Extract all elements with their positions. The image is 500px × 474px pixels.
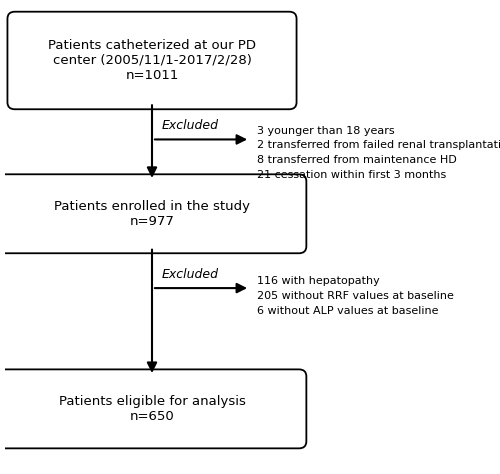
Text: Excluded: Excluded	[162, 268, 219, 281]
Text: 3 younger than 18 years
2 transferred from failed renal transplantation
8 transf: 3 younger than 18 years 2 transferred fr…	[258, 126, 500, 180]
Text: Patients catheterized at our PD
center (2005/11/1-2017/2/28)
n=1011: Patients catheterized at our PD center (…	[48, 39, 256, 82]
Text: Patients eligible for analysis
n=650: Patients eligible for analysis n=650	[58, 395, 246, 423]
FancyBboxPatch shape	[8, 12, 296, 109]
Text: 116 with hepatopathy
205 without RRF values at baseline
6 without ALP values at : 116 with hepatopathy 205 without RRF val…	[258, 276, 454, 316]
FancyBboxPatch shape	[0, 369, 306, 448]
Text: Patients enrolled in the study
n=977: Patients enrolled in the study n=977	[54, 200, 250, 228]
FancyBboxPatch shape	[0, 174, 306, 253]
Text: Excluded: Excluded	[162, 119, 219, 133]
